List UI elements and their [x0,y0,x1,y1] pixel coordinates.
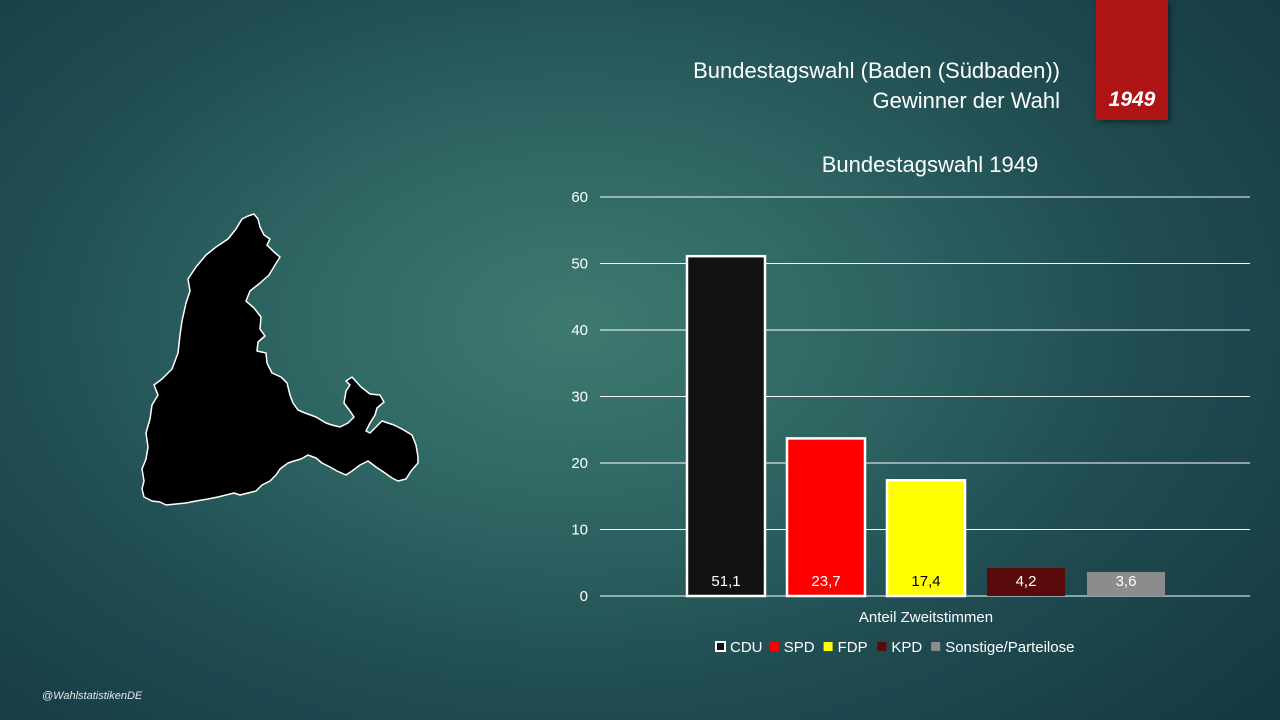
header-title-line2: Gewinner der Wahl [872,88,1060,113]
bar-cdu [685,254,767,598]
legend-label: CDU [730,639,763,656]
region-map-silhouette [141,213,419,506]
legend-label: FDP [838,639,868,656]
legend-swatch [715,641,726,652]
legend-swatch [877,642,887,651]
chart-canvas: 0 10 20 30 40 50 60 51,1 23,7 17,4 4,2 3,6 Anteil Zw… [571,189,1250,656]
year-ribbon: 1949 [1096,0,1168,120]
y-tick-label: 30 [571,389,588,406]
credit-text: @WahlstatistikenDE [42,690,143,702]
legend-swatch [931,642,941,651]
header-title-line1: Bundestagswahl (Baden (Südbaden)) [693,58,1060,83]
legend-swatch [823,642,833,651]
bar-sonstige-parteilose [1087,572,1165,596]
legend-label: KPD [891,639,922,656]
chart-title: Bundestagswahl 1949 [821,152,1039,177]
bar-kpd [987,568,1065,596]
region-map [130,205,430,515]
data-label: 51,1 [711,573,740,590]
data-label: 4,2 [1016,573,1037,590]
legend-label: SPD [784,639,815,656]
data-label: 3,6 [1116,573,1137,590]
header-title: Bundestagswahl (Baden (Südbaden)) Gewinn… [693,56,1060,116]
y-tick-label: 10 [571,522,588,539]
y-tick-label: 40 [571,322,588,339]
bar-chart: Bundestagswahl 1949 0 10 20 30 40 50 60 51,1 23,… [560,145,1260,675]
bar-fdp [885,479,967,598]
y-tick-label: 0 [580,588,588,605]
data-label: 17,4 [911,573,940,590]
y-tick-label: 60 [571,189,588,206]
bar-spd [785,437,867,598]
y-tick-label: 20 [571,455,588,472]
data-label: 23,7 [811,573,840,590]
year-badge: 1949 [1108,88,1156,111]
legend-swatch [769,642,779,651]
x-axis-label: Anteil Zweitstimmen [859,609,993,626]
legend-label: Sonstige/Parteilose [945,639,1074,656]
y-tick-label: 50 [571,256,588,273]
